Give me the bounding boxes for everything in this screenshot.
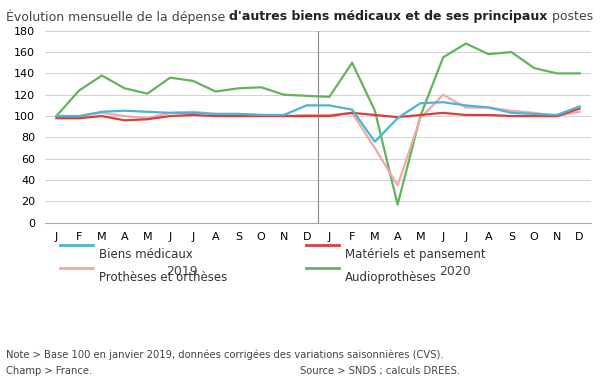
Text: Biens médicaux: Biens médicaux <box>99 248 193 261</box>
Text: Matériels et pansement: Matériels et pansement <box>345 248 485 261</box>
Text: Audioprothèses: Audioprothèses <box>345 271 437 284</box>
Text: Champ > France.: Champ > France. <box>6 366 92 376</box>
Text: postes: postes <box>548 10 593 23</box>
Text: Évolution mensuelle de la dépense: Évolution mensuelle de la dépense <box>6 10 229 24</box>
Text: Note > Base 100 en janvier 2019, données corrigées des variations saisonnières (: Note > Base 100 en janvier 2019, données… <box>6 349 443 360</box>
Text: 2020: 2020 <box>439 265 470 278</box>
Text: 2019: 2019 <box>166 265 197 278</box>
Text: d'autres biens médicaux et de ses principaux: d'autres biens médicaux et de ses princi… <box>229 10 548 23</box>
Text: Prothèses et orthèses: Prothèses et orthèses <box>99 271 227 284</box>
Text: Source > SNDS ; calculs DREES.: Source > SNDS ; calculs DREES. <box>300 366 460 376</box>
